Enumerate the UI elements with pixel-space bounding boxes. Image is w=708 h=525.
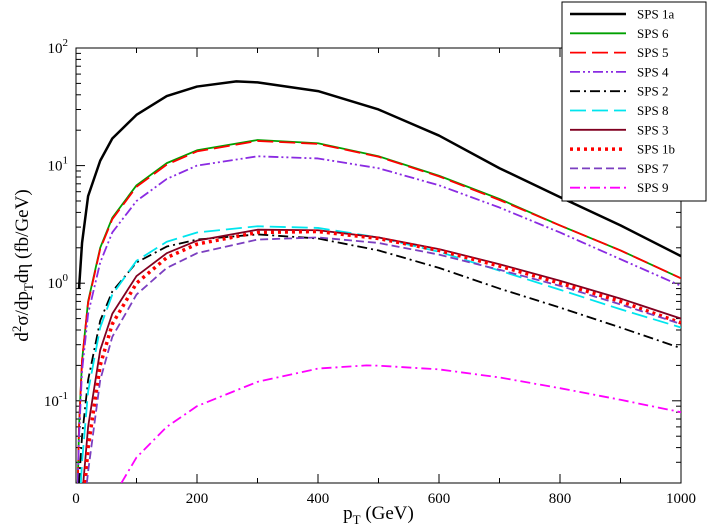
- series-line-sps-3: [82, 228, 681, 483]
- legend-box: [561, 1, 707, 202]
- x-tick-labels: 0 200 400 600 800 1000: [72, 491, 696, 507]
- legend: SPS 1a SPS 6 SPS 5 SPS 4 SPS 2 SPS 8 SPS 3 SPS …: [561, 1, 707, 202]
- x-tick-label: 0: [72, 491, 80, 507]
- y-tick-label: 102: [48, 37, 69, 57]
- legend-label: SPS 8: [637, 103, 668, 118]
- legend-label: SPS 1a: [637, 7, 674, 22]
- legend-label: SPS 7: [637, 161, 669, 176]
- series-line-sps-2: [78, 233, 681, 483]
- series-line-sps-1b: [83, 229, 681, 483]
- x-tick-label: 400: [307, 491, 330, 507]
- legend-label: SPS 9: [637, 180, 668, 195]
- x-axis-title: pT (GeV): [343, 503, 414, 525]
- series-line-sps-1a: [77, 80, 681, 289]
- y-tick-label: 101: [48, 155, 69, 175]
- y-tick-label: 100: [48, 272, 69, 292]
- x-tick-label: 1000: [666, 491, 696, 507]
- series-lines: [76, 80, 681, 483]
- y-tick-labels: 10-1 100 101 102: [44, 37, 69, 410]
- series-line-sps-5: [76, 140, 681, 483]
- legend-label: SPS 6: [637, 26, 669, 41]
- series-line-sps-9: [120, 364, 681, 483]
- series-line-sps-8: [79, 225, 681, 483]
- legend-label: SPS 5: [637, 45, 668, 60]
- legend-label: SPS 2: [637, 84, 668, 99]
- y-axis-title: d2σ/dpTdη (fb/GeV): [9, 189, 36, 341]
- y-tick-label: 10-1: [44, 390, 68, 410]
- x-tick-label: 600: [428, 491, 451, 507]
- x-tick-label: 800: [549, 491, 572, 507]
- x-tick-label: 200: [186, 491, 209, 507]
- series-line-sps-4: [76, 155, 681, 483]
- legend-label: SPS 4: [637, 64, 669, 79]
- legend-label: SPS 1b: [637, 142, 675, 157]
- series-line-sps-7: [85, 236, 681, 483]
- legend-label: SPS 3: [637, 122, 668, 137]
